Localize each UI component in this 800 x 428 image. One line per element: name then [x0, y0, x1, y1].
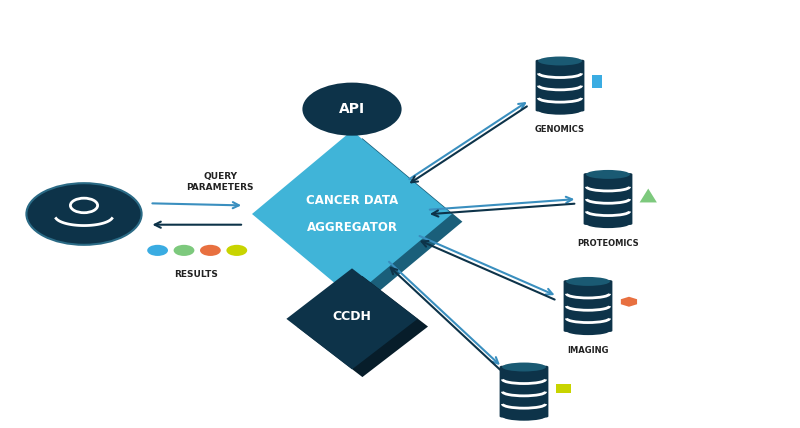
FancyBboxPatch shape	[555, 384, 571, 393]
Text: CANCER DATA: CANCER DATA	[306, 194, 398, 207]
Circle shape	[200, 245, 221, 256]
Text: CCDH: CCDH	[333, 310, 371, 323]
Circle shape	[302, 83, 402, 136]
Ellipse shape	[586, 219, 630, 228]
Polygon shape	[286, 268, 418, 369]
Circle shape	[26, 183, 142, 245]
Ellipse shape	[502, 363, 546, 372]
Polygon shape	[262, 138, 462, 305]
Text: PROTEOMICS: PROTEOMICS	[577, 239, 639, 248]
Ellipse shape	[566, 326, 610, 335]
Polygon shape	[640, 189, 657, 202]
Ellipse shape	[538, 106, 582, 115]
Text: RESULTS: RESULTS	[174, 270, 218, 279]
Text: QUERY
PARAMETERS: QUERY PARAMETERS	[186, 172, 254, 192]
Text: AGGREGATOR: AGGREGATOR	[306, 221, 398, 234]
Text: GENOMICS: GENOMICS	[535, 125, 585, 134]
Ellipse shape	[502, 412, 546, 421]
Polygon shape	[297, 276, 428, 377]
Ellipse shape	[586, 170, 630, 179]
Text: API: API	[339, 102, 365, 116]
FancyBboxPatch shape	[584, 173, 632, 225]
Ellipse shape	[566, 277, 610, 286]
FancyBboxPatch shape	[563, 280, 613, 332]
Circle shape	[174, 245, 194, 256]
Text: IMAGING: IMAGING	[567, 346, 609, 355]
Circle shape	[226, 245, 247, 256]
FancyBboxPatch shape	[591, 75, 602, 88]
Circle shape	[147, 245, 168, 256]
FancyBboxPatch shape	[499, 366, 549, 418]
Ellipse shape	[538, 56, 582, 65]
Polygon shape	[621, 297, 637, 307]
FancyBboxPatch shape	[536, 59, 584, 111]
Polygon shape	[252, 131, 452, 297]
